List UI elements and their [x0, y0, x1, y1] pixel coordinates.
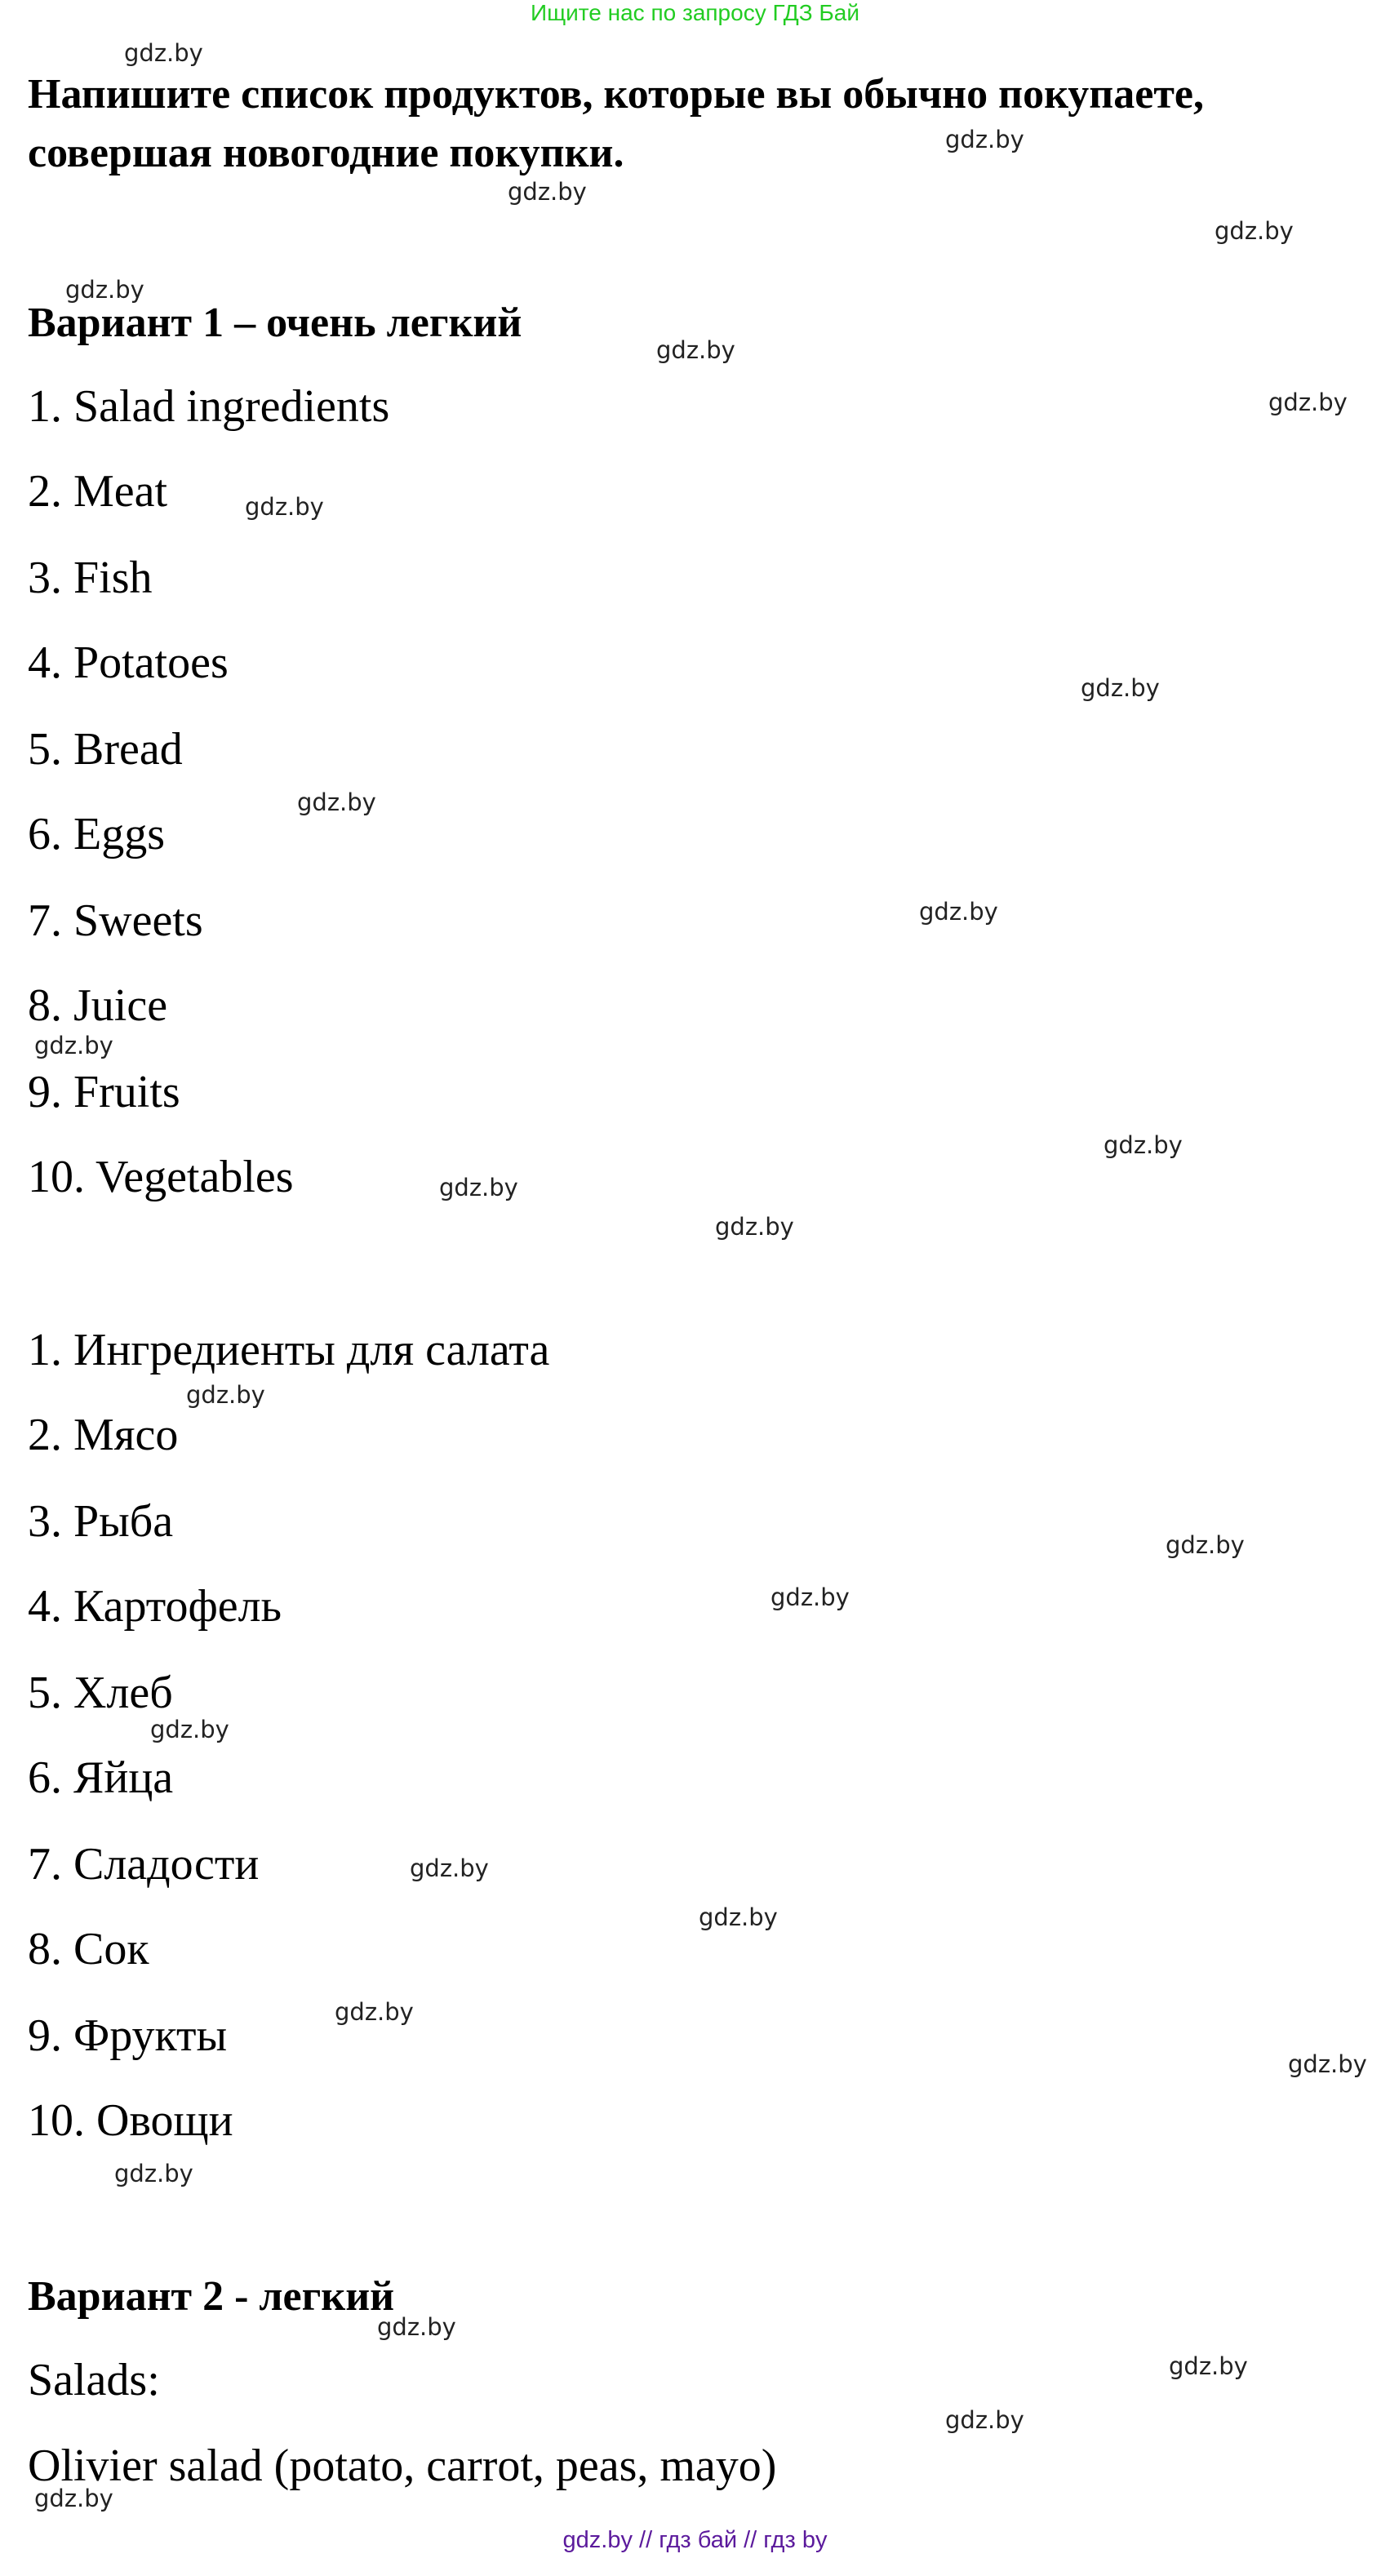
watermark: gdz.by	[65, 276, 144, 304]
task-title-line-2: совершая новогодние покупки.	[28, 130, 624, 176]
search-banner: Ищите нас по запросу ГДЗ Бай	[530, 0, 860, 25]
watermark: gdz.by	[34, 2485, 113, 2512]
list-item: 9. Fruits	[28, 1067, 180, 1117]
list-item: 3. Рыба	[28, 1496, 174, 1547]
watermark: gdz.by	[114, 2160, 193, 2187]
watermark: gdz.by	[297, 788, 376, 816]
list-item: 4. Картофель	[28, 1581, 282, 1632]
list-item: Olivier salad (potato, carrot, peas, may…	[28, 2441, 777, 2491]
watermark: gdz.by	[656, 336, 735, 364]
watermark: gdz.by	[699, 1903, 778, 1931]
watermark: gdz.by	[377, 2313, 456, 2341]
watermark: gdz.by	[1081, 674, 1160, 702]
watermark: gdz.by	[1215, 217, 1294, 245]
variant-2-heading: Вариант 2 - легкий	[28, 2273, 395, 2320]
watermark: gdz.by	[919, 898, 998, 926]
watermark: gdz.by	[34, 1032, 113, 1059]
list-item: 10. Овощи	[28, 2095, 233, 2146]
list-item: 9. Фрукты	[28, 2010, 228, 2061]
watermark: gdz.by	[439, 1174, 518, 1201]
watermark: gdz.by	[1104, 1131, 1183, 1159]
list-item: 2. Мясо	[28, 1410, 179, 1460]
list-item: 8. Juice	[28, 980, 168, 1031]
list-item: 7. Sweets	[28, 895, 203, 946]
watermark: gdz.by	[945, 126, 1024, 153]
list-item: 6. Eggs	[28, 809, 165, 859]
list-item: 5. Bread	[28, 724, 183, 775]
watermark: gdz.by	[1268, 389, 1348, 416]
task-title-line-1: Напишите список продуктов, которые вы об…	[28, 71, 1204, 118]
watermark: gdz.by	[770, 1583, 850, 1611]
list-item: 10. Vegetables	[28, 1152, 294, 1202]
watermark: gdz.by	[335, 1998, 414, 2026]
watermark: gdz.by	[715, 1213, 794, 1241]
list-item: 2. Meat	[28, 466, 168, 517]
watermark: gdz.by	[1288, 2050, 1367, 2078]
watermark: gdz.by	[186, 1381, 265, 1409]
watermark: gdz.by	[508, 178, 587, 206]
list-item: 7. Сладости	[28, 1839, 260, 1890]
list-item: 4. Potatoes	[28, 637, 229, 688]
watermark: gdz.by	[1169, 2352, 1248, 2380]
list-item: 5. Хлеб	[28, 1668, 173, 1718]
list-item: 1. Salad ingredients	[28, 381, 390, 432]
list-item: 6. Яйца	[28, 1752, 174, 1803]
watermark: gdz.by	[945, 2406, 1024, 2434]
footer-links[interactable]: gdz.by // гдз бай // гдз by	[562, 2527, 828, 2553]
watermark: gdz.by	[410, 1854, 489, 1882]
list-item: 3. Fish	[28, 553, 153, 603]
watermark: gdz.by	[1166, 1531, 1245, 1559]
salads-label: Salads:	[28, 2355, 160, 2405]
list-item: 1. Ингредиенты для салата	[28, 1325, 550, 1375]
variant-1-heading: Вариант 1 – очень легкий	[28, 300, 522, 346]
watermark: gdz.by	[124, 39, 203, 67]
watermark: gdz.by	[245, 493, 324, 521]
watermark: gdz.by	[150, 1716, 229, 1743]
list-item: 8. Сок	[28, 1924, 149, 1974]
